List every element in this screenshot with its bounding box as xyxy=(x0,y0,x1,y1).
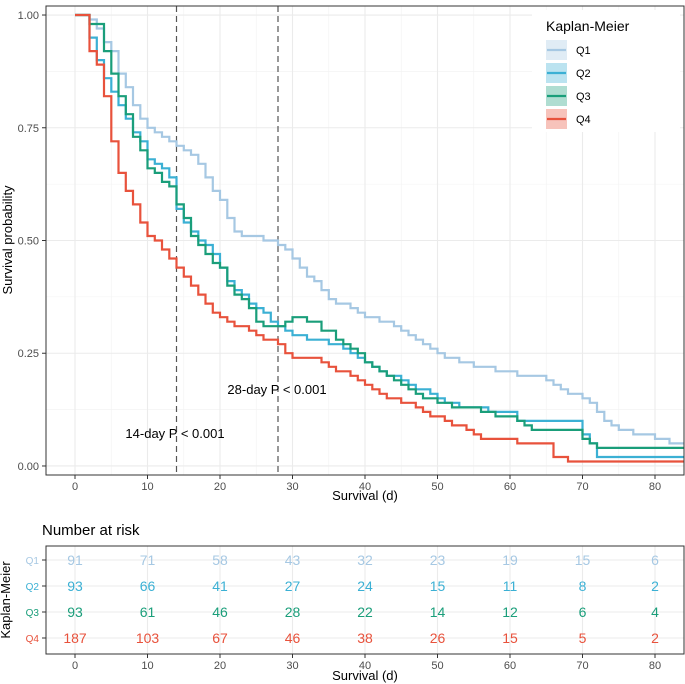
legend: Kaplan-Meier Q1 Q2 Q3 Q4 xyxy=(532,10,680,132)
risk-cell: 22 xyxy=(357,604,373,620)
risk-row-label-q1: Q1 xyxy=(26,556,40,567)
risk-y-axis-title: Kaplan-Meier xyxy=(0,561,13,639)
risk-cell: 43 xyxy=(285,552,301,568)
risk-row-label-q2: Q2 xyxy=(26,582,40,593)
risk-row-label-q4: Q4 xyxy=(26,634,40,645)
risk-table: Number at risk 91 71 58 43 32 23 19 15 693 66 41 27… xyxy=(0,522,685,683)
risk-cell: 2 xyxy=(651,630,659,646)
risk-x-tick-label: 60 xyxy=(504,660,516,672)
y-tick-label: 1.00 xyxy=(18,10,39,22)
risk-x-tick-label: 10 xyxy=(141,660,153,672)
x-tick-label: 50 xyxy=(431,481,443,493)
risk-cell: 2 xyxy=(651,578,659,594)
risk-row-label-q3: Q3 xyxy=(26,608,40,619)
km-curve-q1 xyxy=(75,13,684,445)
risk-cell: 15 xyxy=(575,552,591,568)
legend-item-q1: Q1 xyxy=(546,40,591,60)
risk-cell: 12 xyxy=(502,604,518,620)
risk-cell: 6 xyxy=(579,604,587,620)
risk-cell: 32 xyxy=(357,552,373,568)
risk-cell: 41 xyxy=(212,578,228,594)
legend-item-q3: Q3 xyxy=(546,86,591,106)
x-tick-label: 20 xyxy=(214,481,226,493)
survival-curves xyxy=(75,13,684,463)
risk-x-tick-label: 70 xyxy=(576,660,588,672)
y-tick-label: 0.00 xyxy=(18,461,39,473)
risk-table-border xyxy=(45,545,685,655)
legend-box xyxy=(532,10,680,132)
risk-table-title: Number at risk xyxy=(42,522,140,539)
y-axis: 0.00 0.25 0.50 0.75 1.00 xyxy=(18,10,46,473)
x-tick-label: 60 xyxy=(504,481,516,493)
risk-cell: 4 xyxy=(651,604,659,620)
risk-x-tick-label: 30 xyxy=(286,660,298,672)
risk-cell: 46 xyxy=(212,604,228,620)
km-curve-q4 xyxy=(75,13,684,463)
x-axis-title: Survival (d) xyxy=(332,488,398,503)
risk-cell: 103 xyxy=(136,630,160,646)
km-plot: 0 10 20 30 40 50 60 70 80 0.00 0.25 0.50 0.75 1.00 S… xyxy=(0,5,685,503)
risk-grid xyxy=(46,546,684,654)
risk-x-tick-label: 80 xyxy=(649,660,661,672)
risk-cell: 15 xyxy=(502,630,518,646)
annotation-28-day: 28-day P < 0.001 xyxy=(227,382,326,397)
risk-cell: 24 xyxy=(357,578,373,594)
legend-title: Kaplan-Meier xyxy=(546,18,630,34)
legend-items: Q1 Q2 Q3 Q4 xyxy=(546,40,591,129)
legend-label: Q1 xyxy=(576,45,591,57)
risk-cell: 71 xyxy=(140,552,156,568)
legend-label: Q4 xyxy=(576,114,591,126)
risk-x-tick-label: 40 xyxy=(359,660,371,672)
risk-cell: 187 xyxy=(63,630,87,646)
x-tick-label: 30 xyxy=(286,481,298,493)
y-tick-label: 0.50 xyxy=(18,236,39,248)
risk-x-axis-title: Survival (d) xyxy=(332,668,398,683)
y-tick-label: 0.25 xyxy=(18,348,39,360)
risk-cell: 38 xyxy=(357,630,373,646)
y-axis-title: Survival probability xyxy=(0,185,15,295)
y-tick-label: 0.75 xyxy=(18,123,39,135)
risk-cell: 26 xyxy=(430,630,446,646)
risk-cell: 28 xyxy=(285,604,301,620)
legend-label: Q2 xyxy=(576,68,591,80)
x-tick-label: 10 xyxy=(141,481,153,493)
risk-cell: 23 xyxy=(430,552,446,568)
risk-cell: 93 xyxy=(67,604,83,620)
legend-item-q4: Q4 xyxy=(546,109,591,129)
risk-x-tick-label: 50 xyxy=(431,660,443,672)
risk-cells: 91 71 58 43 32 23 19 15 693 66 41 27 24 15 11 8 293 61 46 2… xyxy=(63,552,659,646)
annotation-14-day: 14-day P < 0.001 xyxy=(125,426,224,441)
risk-cell: 5 xyxy=(579,630,587,646)
risk-cell: 15 xyxy=(430,578,446,594)
legend-item-q2: Q2 xyxy=(546,63,591,83)
risk-row-labels: Q1 Q2 Q3 Q4 xyxy=(26,556,46,645)
risk-cell: 19 xyxy=(502,552,518,568)
risk-cell: 91 xyxy=(67,552,83,568)
legend-label: Q3 xyxy=(576,91,591,103)
risk-cell: 66 xyxy=(140,578,156,594)
risk-cell: 11 xyxy=(503,578,518,594)
risk-cell: 6 xyxy=(651,552,659,568)
risk-cell: 67 xyxy=(212,630,228,646)
x-tick-label: 40 xyxy=(359,481,371,493)
risk-cell: 93 xyxy=(67,578,83,594)
risk-cell: 46 xyxy=(285,630,301,646)
x-tick-label: 70 xyxy=(576,481,588,493)
risk-x-tick-label: 20 xyxy=(214,660,226,672)
risk-cell: 61 xyxy=(140,604,156,620)
risk-cell: 58 xyxy=(212,552,228,568)
risk-x-axis: 0 10 20 30 40 50 60 70 80 xyxy=(72,654,661,672)
x-axis: 0 10 20 30 40 50 60 70 80 xyxy=(72,475,661,493)
x-tick-label: 0 xyxy=(72,481,78,493)
km-curve-q2 xyxy=(75,13,684,459)
km-curve-q3 xyxy=(75,13,684,449)
risk-cell: 14 xyxy=(430,604,446,620)
risk-cell: 27 xyxy=(285,578,301,594)
risk-x-tick-label: 0 xyxy=(72,660,78,672)
risk-cell: 8 xyxy=(579,578,587,594)
x-tick-label: 80 xyxy=(649,481,661,493)
